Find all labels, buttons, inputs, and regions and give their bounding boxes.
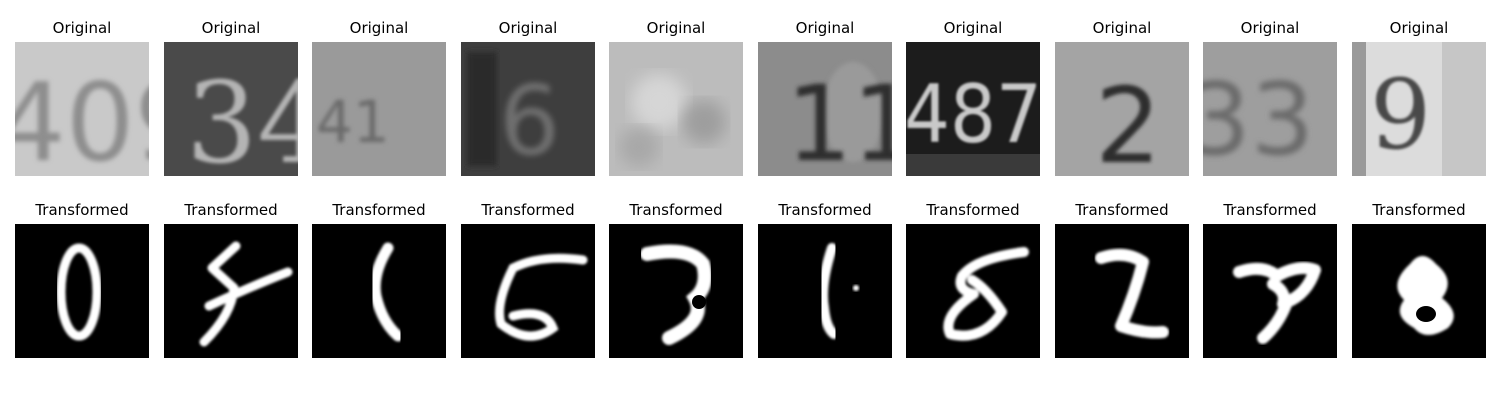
transformed-title: Transformed — [332, 201, 426, 219]
transformed-title: Transformed — [926, 201, 1020, 219]
transformed-panel-7: Transformed 8 — [906, 196, 1040, 358]
original-title: Original — [349, 19, 409, 37]
transformed-image-svg: 3 — [609, 224, 743, 358]
original-panel-6: Original 11 — [758, 14, 892, 176]
transformed-image: 1 — [312, 224, 446, 358]
original-panel-4: Original 6 — [461, 14, 595, 176]
original-image-svg — [609, 42, 743, 176]
original-title: Original — [943, 19, 1003, 37]
transformed-title: Transformed — [481, 201, 575, 219]
original-image: 41 — [312, 42, 446, 176]
original-title: Original — [1092, 19, 1152, 37]
original-panel-3: Original 41 — [312, 14, 446, 176]
transformed-image: 7 — [1203, 224, 1337, 358]
transformed-panel-10: Transformed 6 — [1352, 196, 1486, 358]
transformed-image-svg: 6 — [1352, 224, 1486, 358]
original-image — [609, 42, 743, 176]
original-image: 2 — [1055, 42, 1189, 176]
transformed-image: 5 — [461, 224, 595, 358]
transformed-image-svg: 1 — [312, 224, 446, 358]
transformed-row: Transformed 0 Transformed 5 Transformed — [0, 196, 1500, 358]
original-title: Original — [1240, 19, 1300, 37]
original-image-svg: 34 — [164, 42, 298, 176]
transformed-image-svg: 8 — [906, 224, 1040, 358]
original-image: 409 — [15, 42, 149, 176]
transformed-image-svg: 7 — [1203, 224, 1337, 358]
original-panel-8: Original 2 — [1055, 14, 1189, 176]
transformed-title: Transformed — [1075, 201, 1169, 219]
transformed-image: 2 — [1055, 224, 1189, 358]
transformed-panel-4: Transformed 5 — [461, 196, 595, 358]
transformed-image: 3 — [609, 224, 743, 358]
original-panel-5: Original — [609, 14, 743, 176]
transformed-title: Transformed — [1372, 201, 1466, 219]
original-image-svg: 409 — [15, 42, 149, 176]
transformed-title: Transformed — [1223, 201, 1317, 219]
original-row: Original 409 Original 34 Original 41 — [0, 14, 1500, 176]
original-image: 34 — [164, 42, 298, 176]
original-digits: 33 — [1203, 61, 1314, 176]
transformed-title: Transformed — [184, 201, 278, 219]
original-digits: 487 — [906, 68, 1040, 161]
original-image: 11 — [758, 42, 892, 176]
original-title: Original — [52, 19, 112, 37]
original-digits: 34 — [186, 59, 298, 176]
original-image-svg: 41 — [312, 42, 446, 176]
transformed-image-svg: 5 — [164, 224, 298, 358]
transformed-panel-9: Transformed 7 — [1203, 196, 1337, 358]
original-image-svg: 2 — [1055, 42, 1189, 176]
original-image-svg: 487 — [906, 42, 1040, 176]
original-digits: 9 — [1370, 59, 1431, 171]
transformed-image: 5 — [164, 224, 298, 358]
transformed-panel-3: Transformed 1 — [312, 196, 446, 358]
original-digits: 409 — [15, 61, 149, 176]
transformed-panel-5: Transformed 3 — [609, 196, 743, 358]
transformed-image: 6 — [1352, 224, 1486, 358]
original-panel-7: Original 487 — [906, 14, 1040, 176]
original-panel-1: Original 409 — [15, 14, 149, 176]
transformed-image-svg: 5 — [461, 224, 595, 358]
original-digits: 41 — [316, 88, 390, 156]
transformed-image: 0 — [15, 224, 149, 358]
original-image: 33 — [1203, 42, 1337, 176]
original-title: Original — [795, 19, 855, 37]
original-title: Original — [498, 19, 558, 37]
original-image: 6 — [461, 42, 595, 176]
original-digits: 11 — [786, 63, 892, 176]
original-image-svg: 33 — [1203, 42, 1337, 176]
transformed-title: Transformed — [35, 201, 129, 219]
transformed-panel-8: Transformed 2 — [1055, 196, 1189, 358]
original-panel-2: Original 34 — [164, 14, 298, 176]
original-image: 9 — [1352, 42, 1486, 176]
original-image-svg: 9 — [1352, 42, 1486, 176]
transformed-image: 1 — [758, 224, 892, 358]
transformed-title: Transformed — [778, 201, 872, 219]
transformed-image: 8 — [906, 224, 1040, 358]
transformed-image-svg: 0 — [15, 224, 149, 358]
original-title: Original — [1389, 19, 1449, 37]
original-title: Original — [201, 19, 261, 37]
original-panel-9: Original 33 — [1203, 14, 1337, 176]
original-title: Original — [646, 19, 706, 37]
original-digits: 2 — [1095, 65, 1161, 176]
original-image-svg: 11 — [758, 42, 892, 176]
original-image-svg: 6 — [461, 42, 595, 176]
original-digits: 6 — [499, 65, 560, 176]
transformed-panel-1: Transformed 0 — [15, 196, 149, 358]
original-panel-10: Original 9 — [1352, 14, 1486, 176]
transformed-panel-2: Transformed 5 — [164, 196, 298, 358]
transformed-title: Transformed — [629, 201, 723, 219]
transformed-image-svg: 2 — [1055, 224, 1189, 358]
transformed-image-svg: 1 — [758, 224, 892, 358]
transformed-panel-6: Transformed 1 — [758, 196, 892, 358]
original-image: 487 — [906, 42, 1040, 176]
